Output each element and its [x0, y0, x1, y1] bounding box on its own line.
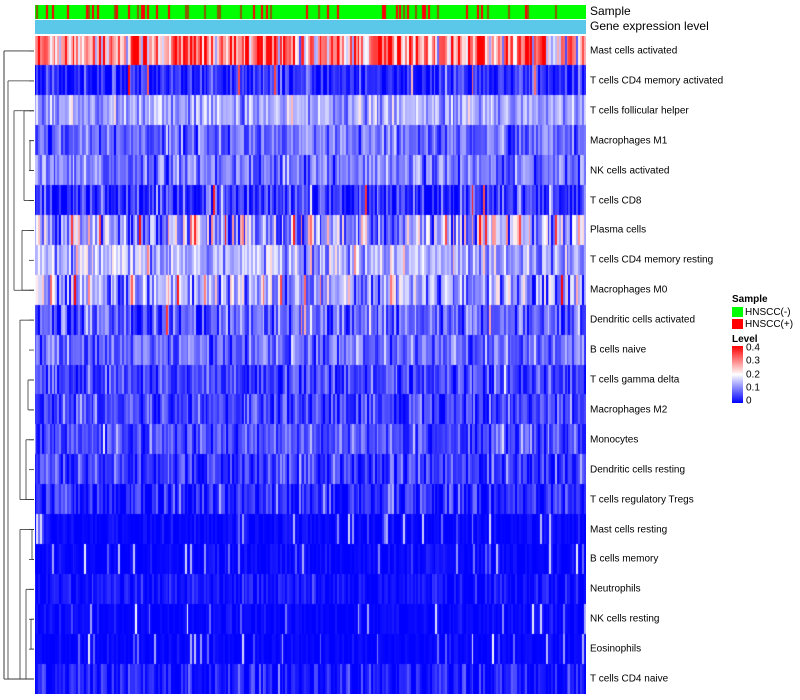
- row-label: Mast cells resting: [590, 524, 668, 535]
- row-label: Macrophages M2: [590, 404, 668, 416]
- row-label: Macrophages M1: [590, 135, 668, 147]
- legend-label-negative: HNSCC(-): [745, 307, 791, 318]
- row-label: T cells CD4 memory resting: [590, 254, 714, 266]
- row-label: T cells gamma delta: [590, 374, 680, 386]
- row-label: Monocytes: [590, 434, 639, 446]
- legend-swatch-negative: [732, 307, 743, 318]
- level-color-bar: [732, 346, 743, 403]
- legend-item-hnscc-positive: HNSCC(+): [732, 319, 793, 330]
- legend: Sample HNSCC(-) HNSCC(+) Level 0.4 0.3 0.2…: [732, 294, 800, 414]
- legend-level-title: Level: [732, 334, 758, 345]
- level-tick-label: 0: [746, 395, 752, 407]
- row-label: T cells follicular helper: [590, 105, 689, 117]
- level-tick-label: 0.1: [746, 382, 760, 394]
- sample-annotation-label: Sample: [590, 4, 631, 18]
- row-label: Dendritic cells resting: [590, 464, 686, 476]
- row-label: Plasma cells: [590, 224, 647, 236]
- row-dendrogram: [3, 50, 34, 680]
- legend-item-hnscc-negative: HNSCC(-): [732, 307, 791, 318]
- row-label: Neutrophils: [590, 583, 641, 595]
- gene-expression-level-annotation-bar: [35, 20, 586, 34]
- level-annotation-label: Gene expression level: [590, 19, 709, 33]
- row-label: T cells regulatory Tregs: [590, 494, 694, 506]
- row-label: NK cells activated: [590, 165, 670, 177]
- row-label: NK cells resting: [590, 613, 660, 625]
- row-label: Eosinophils: [590, 643, 642, 655]
- legend-sample-title: Sample: [732, 294, 768, 305]
- row-label: T cells CD4 memory activated: [590, 75, 724, 87]
- level-tick-label: 0.3: [746, 355, 760, 367]
- row-label: T cells CD4 naive: [590, 673, 669, 685]
- row-label: B cells naive: [590, 344, 647, 356]
- row-labels: Mast cells activated T cells CD4 memory a…: [590, 36, 790, 694]
- legend-swatch-positive: [732, 319, 743, 330]
- level-tick-label: 0.2: [746, 369, 760, 380]
- level-tick-label: 0.4: [746, 342, 760, 354]
- row-label: T cells CD8: [590, 195, 642, 206]
- legend-label-positive: HNSCC(+): [745, 319, 794, 330]
- sample-annotation-bar: [35, 5, 586, 19]
- row-label: Dendritic cells activated: [590, 314, 696, 326]
- row-label: Macrophages M0: [590, 284, 668, 296]
- row-label: B cells memory: [590, 553, 659, 565]
- row-label: Mast cells activated: [590, 45, 678, 57]
- heatmap-cells: [35, 36, 586, 694]
